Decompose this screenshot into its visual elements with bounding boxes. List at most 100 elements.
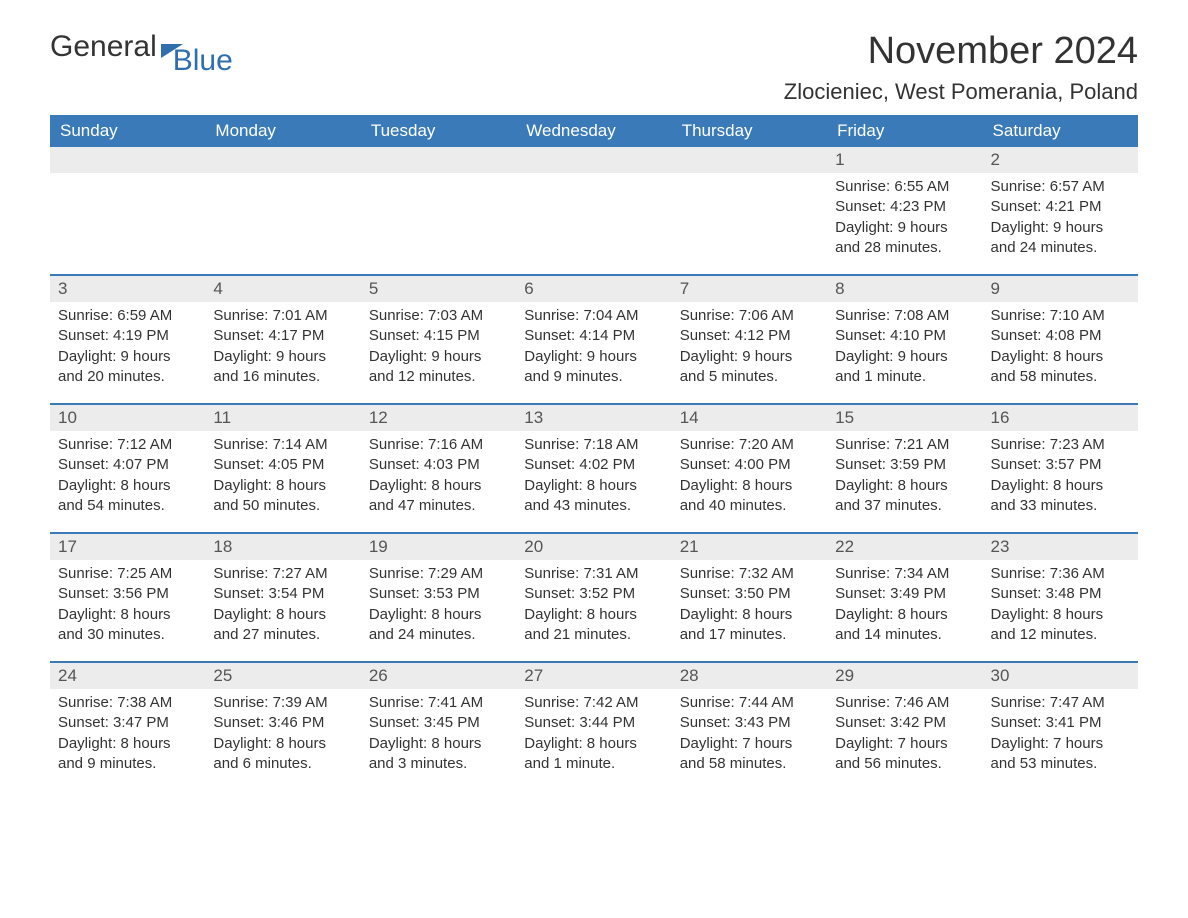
month-title: November 2024 bbox=[784, 30, 1138, 73]
weekday-header: Monday bbox=[205, 115, 360, 147]
sunrise-value: 7:38 AM bbox=[117, 694, 172, 711]
weekday-header: Friday bbox=[827, 115, 982, 147]
day-number: 16 bbox=[983, 405, 1138, 431]
calendar-table: SundayMondayTuesdayWednesdayThursdayFrid… bbox=[50, 115, 1138, 791]
sunset-line: Sunset: 3:41 PM bbox=[991, 713, 1130, 733]
calendar-header-row: SundayMondayTuesdayWednesdayThursdayFrid… bbox=[50, 115, 1138, 147]
sunrise-label: Sunrise: bbox=[991, 436, 1050, 453]
sunrise-label: Sunrise: bbox=[680, 694, 739, 711]
weekday-header: Thursday bbox=[672, 115, 827, 147]
sunrise-line: Sunrise: 7:12 AM bbox=[58, 435, 197, 455]
sunset-label: Sunset: bbox=[835, 585, 890, 602]
day-number: 18 bbox=[205, 534, 360, 560]
sunset-value: 4:23 PM bbox=[890, 198, 946, 215]
sunset-value: 4:10 PM bbox=[890, 327, 946, 344]
day-body: Sunrise: 7:36 AMSunset: 3:48 PMDaylight:… bbox=[983, 560, 1138, 655]
day-body: Sunrise: 7:25 AMSunset: 3:56 PMDaylight:… bbox=[50, 560, 205, 655]
calendar-day-cell: 11Sunrise: 7:14 AMSunset: 4:05 PMDayligh… bbox=[205, 405, 360, 533]
sunrise-label: Sunrise: bbox=[369, 307, 428, 324]
sunset-value: 3:48 PM bbox=[1046, 585, 1102, 602]
day-body: Sunrise: 7:47 AMSunset: 3:41 PMDaylight:… bbox=[983, 689, 1138, 784]
sunset-value: 4:12 PM bbox=[735, 327, 791, 344]
sunrise-line: Sunrise: 7:25 AM bbox=[58, 564, 197, 584]
sunset-line: Sunset: 4:00 PM bbox=[680, 455, 819, 475]
sunset-value: 4:07 PM bbox=[113, 456, 169, 473]
sunset-value: 4:17 PM bbox=[268, 327, 324, 344]
calendar-day-cell: 20Sunrise: 7:31 AMSunset: 3:52 PMDayligh… bbox=[516, 534, 671, 662]
sunrise-line: Sunrise: 6:55 AM bbox=[835, 177, 974, 197]
sunset-value: 4:00 PM bbox=[735, 456, 791, 473]
sunset-value: 4:08 PM bbox=[1046, 327, 1102, 344]
day-number: 7 bbox=[672, 276, 827, 302]
weekday-header: Sunday bbox=[50, 115, 205, 147]
day-number: 25 bbox=[205, 663, 360, 689]
sunrise-line: Sunrise: 7:18 AM bbox=[524, 435, 663, 455]
sunset-value: 4:19 PM bbox=[113, 327, 169, 344]
sunrise-value: 7:42 AM bbox=[583, 694, 638, 711]
day-number: 22 bbox=[827, 534, 982, 560]
sunrise-label: Sunrise: bbox=[991, 565, 1050, 582]
sunrise-label: Sunrise: bbox=[835, 307, 894, 324]
day-body: Sunrise: 7:41 AMSunset: 3:45 PMDaylight:… bbox=[361, 689, 516, 784]
sunrise-line: Sunrise: 7:08 AM bbox=[835, 306, 974, 326]
calendar-day-cell: 13Sunrise: 7:18 AMSunset: 4:02 PMDayligh… bbox=[516, 405, 671, 533]
sunrise-label: Sunrise: bbox=[524, 307, 583, 324]
day-number: 8 bbox=[827, 276, 982, 302]
weekday-header: Tuesday bbox=[361, 115, 516, 147]
sunset-value: 3:49 PM bbox=[890, 585, 946, 602]
sunrise-line: Sunrise: 6:57 AM bbox=[991, 177, 1130, 197]
sunrise-value: 7:44 AM bbox=[739, 694, 794, 711]
sunrise-value: 7:06 AM bbox=[739, 307, 794, 324]
daylight-line: Daylight: 8 hours and 27 minutes. bbox=[213, 605, 352, 646]
sunrise-line: Sunrise: 7:14 AM bbox=[213, 435, 352, 455]
sunrise-value: 7:25 AM bbox=[117, 565, 172, 582]
daylight-line: Daylight: 8 hours and 21 minutes. bbox=[524, 605, 663, 646]
day-body: Sunrise: 7:21 AMSunset: 3:59 PMDaylight:… bbox=[827, 431, 982, 526]
sunrise-line: Sunrise: 7:42 AM bbox=[524, 693, 663, 713]
sunset-label: Sunset: bbox=[680, 327, 735, 344]
daylight-line: Daylight: 9 hours and 1 minute. bbox=[835, 347, 974, 388]
sunset-value: 4:14 PM bbox=[579, 327, 635, 344]
day-body: Sunrise: 7:03 AMSunset: 4:15 PMDaylight:… bbox=[361, 302, 516, 397]
page-header: General Blue November 2024 Zlocieniec, W… bbox=[50, 30, 1138, 105]
calendar-day-cell bbox=[205, 147, 360, 275]
sunset-value: 4:15 PM bbox=[424, 327, 480, 344]
sunrise-value: 7:03 AM bbox=[428, 307, 483, 324]
sunset-line: Sunset: 3:47 PM bbox=[58, 713, 197, 733]
day-body: Sunrise: 7:06 AMSunset: 4:12 PMDaylight:… bbox=[672, 302, 827, 397]
sunset-value: 3:54 PM bbox=[268, 585, 324, 602]
sunrise-value: 7:47 AM bbox=[1050, 694, 1105, 711]
day-number: 27 bbox=[516, 663, 671, 689]
day-body: Sunrise: 7:39 AMSunset: 3:46 PMDaylight:… bbox=[205, 689, 360, 784]
sunset-label: Sunset: bbox=[991, 456, 1046, 473]
brand-part2: Blue bbox=[173, 44, 233, 78]
day-number: 28 bbox=[672, 663, 827, 689]
brand-logo: General Blue bbox=[50, 30, 245, 64]
sunrise-line: Sunrise: 7:20 AM bbox=[680, 435, 819, 455]
calendar-week-row: 24Sunrise: 7:38 AMSunset: 3:47 PMDayligh… bbox=[50, 663, 1138, 791]
daylight-line: Daylight: 8 hours and 30 minutes. bbox=[58, 605, 197, 646]
calendar-week-row: 3Sunrise: 6:59 AMSunset: 4:19 PMDaylight… bbox=[50, 276, 1138, 404]
day-body: Sunrise: 7:20 AMSunset: 4:00 PMDaylight:… bbox=[672, 431, 827, 526]
sunset-label: Sunset: bbox=[524, 327, 579, 344]
sunset-line: Sunset: 3:42 PM bbox=[835, 713, 974, 733]
day-body: Sunrise: 7:38 AMSunset: 3:47 PMDaylight:… bbox=[50, 689, 205, 784]
sunset-value: 4:05 PM bbox=[268, 456, 324, 473]
day-number: 26 bbox=[361, 663, 516, 689]
sunset-line: Sunset: 4:19 PM bbox=[58, 326, 197, 346]
sunset-value: 3:43 PM bbox=[735, 714, 791, 731]
sunset-value: 3:46 PM bbox=[268, 714, 324, 731]
calendar-day-cell: 14Sunrise: 7:20 AMSunset: 4:00 PMDayligh… bbox=[672, 405, 827, 533]
day-number: 6 bbox=[516, 276, 671, 302]
sunrise-line: Sunrise: 7:29 AM bbox=[369, 564, 508, 584]
daylight-line: Daylight: 7 hours and 53 minutes. bbox=[991, 734, 1130, 775]
calendar-day-cell: 26Sunrise: 7:41 AMSunset: 3:45 PMDayligh… bbox=[361, 663, 516, 791]
sunrise-value: 7:31 AM bbox=[583, 565, 638, 582]
sunrise-label: Sunrise: bbox=[58, 694, 117, 711]
sunrise-label: Sunrise: bbox=[369, 436, 428, 453]
daylight-line: Daylight: 7 hours and 58 minutes. bbox=[680, 734, 819, 775]
sunset-label: Sunset: bbox=[213, 585, 268, 602]
day-body: Sunrise: 6:59 AMSunset: 4:19 PMDaylight:… bbox=[50, 302, 205, 397]
daylight-line: Daylight: 8 hours and 58 minutes. bbox=[991, 347, 1130, 388]
calendar-day-cell: 10Sunrise: 7:12 AMSunset: 4:07 PMDayligh… bbox=[50, 405, 205, 533]
